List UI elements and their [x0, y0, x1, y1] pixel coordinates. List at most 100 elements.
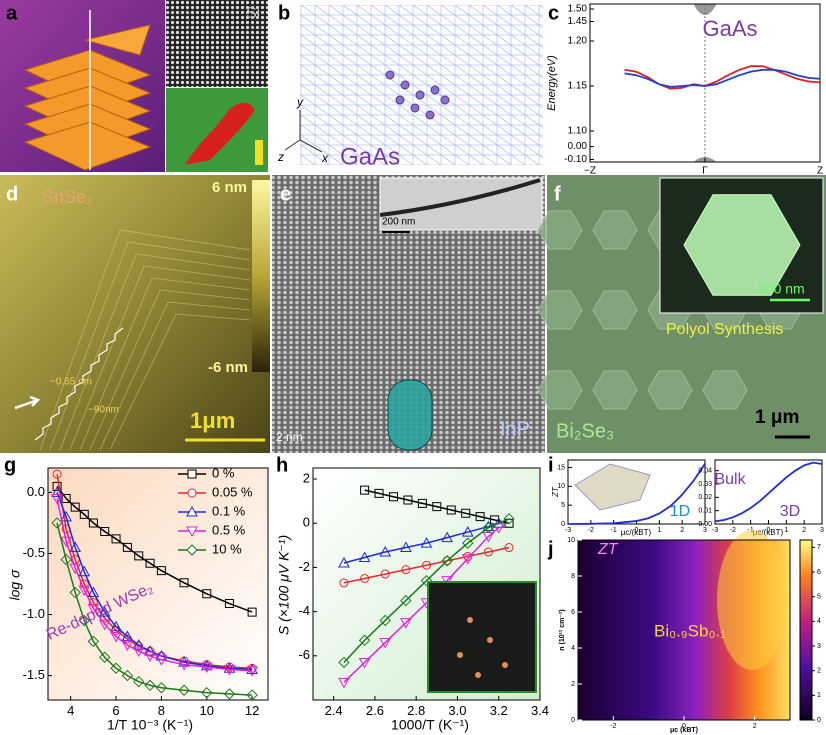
marker	[401, 565, 411, 575]
platelet	[647, 370, 693, 410]
marker	[60, 536, 72, 548]
x-axis-label: 1/T 10⁻³ (K⁻¹)	[107, 717, 193, 733]
marker	[202, 589, 212, 599]
heatmap-title: ZT	[597, 541, 619, 558]
y-tick-label: 0.01	[698, 508, 712, 515]
y-tick-label: 2	[571, 681, 575, 688]
panel-label: j	[547, 538, 554, 560]
label: Bi₂Se₃	[556, 420, 614, 442]
atom	[430, 85, 440, 95]
terrace	[79, 277, 251, 451]
platelet	[702, 370, 748, 410]
marker	[374, 488, 384, 498]
y-tick-label: 0.04	[698, 468, 712, 475]
label: 6 nm	[212, 179, 247, 196]
label: 200 nm	[382, 217, 415, 228]
twist-layer	[84, 24, 151, 56]
marker	[224, 599, 234, 609]
marker	[200, 659, 213, 671]
y-tick-label: 10	[567, 537, 575, 544]
h-inset	[427, 581, 537, 693]
marker	[503, 513, 515, 525]
marker	[187, 469, 197, 479]
marker	[422, 560, 431, 570]
marker	[122, 542, 132, 552]
plot-frame	[47, 467, 269, 701]
x-tick-label: -2	[610, 723, 616, 730]
marker	[338, 656, 350, 669]
colorbar-label: 5	[817, 594, 821, 601]
y-tick-label: 10	[557, 483, 565, 490]
y-tick-label: 5	[561, 502, 565, 509]
x-tick-label: 2	[680, 527, 684, 534]
marker	[78, 614, 90, 627]
marker	[134, 551, 144, 561]
x-tick-label: 2	[802, 527, 806, 534]
label: GaAs	[340, 143, 400, 170]
marker	[186, 505, 198, 517]
marker	[110, 620, 122, 632]
annotation: 1D	[670, 503, 690, 520]
x-axis-label: μc/(kBT)	[621, 528, 652, 537]
y-tick-label: 0.00	[568, 141, 588, 152]
panel-label: f	[554, 183, 561, 205]
colorbar-label: 0	[817, 717, 821, 724]
label: Si	[246, 5, 260, 22]
x-tick-label: 0	[767, 527, 771, 534]
terrace	[99, 301, 251, 451]
label: SnSe₂	[42, 187, 93, 207]
marker	[87, 635, 100, 648]
y-tick-label: 0.00	[698, 521, 712, 528]
hot-region	[717, 530, 787, 670]
panel-label: a	[6, 2, 18, 24]
marker	[51, 517, 63, 529]
y-tick-label: 1.10	[568, 126, 588, 137]
label: 200 nm	[758, 281, 805, 297]
x-tick-label: -1	[611, 527, 617, 534]
marker	[144, 679, 156, 692]
y-tick-label: -6	[298, 647, 310, 662]
marker	[144, 645, 156, 656]
x-tick-label: 0	[635, 527, 639, 534]
series-line	[567, 463, 706, 525]
legend-label: 0 %	[212, 465, 235, 480]
plot-frame	[714, 459, 823, 525]
annotation: Bulk	[714, 471, 746, 488]
series-line	[343, 527, 500, 683]
marker	[121, 669, 134, 682]
marker	[60, 553, 72, 566]
series-line	[56, 485, 253, 613]
x-tick-label: 3	[820, 527, 824, 534]
marker	[461, 508, 471, 518]
x-tick-label: 3.4	[531, 703, 549, 718]
x-tick-label: 2	[753, 723, 757, 730]
annotation: GaAs	[702, 16, 757, 41]
marker	[110, 662, 122, 674]
y-tick-label: 0.03	[698, 481, 712, 488]
marker	[400, 541, 412, 553]
y-tick-label: 6	[571, 609, 575, 616]
marker	[246, 666, 258, 677]
arrow	[14, 395, 41, 410]
x-tick-label: 3.2	[490, 703, 508, 718]
marker	[338, 677, 350, 689]
marker	[69, 586, 81, 599]
atom	[410, 103, 420, 113]
platelet	[537, 210, 583, 250]
x-tick-label: 2.6	[366, 703, 384, 718]
marker	[132, 639, 145, 650]
marker	[145, 558, 155, 568]
y-tick-label: 1.20	[568, 36, 588, 47]
y-axis-label: ZT	[551, 486, 560, 498]
marker	[98, 619, 111, 631]
platelet	[537, 370, 583, 410]
annotation: 3D	[780, 503, 800, 520]
marker	[446, 505, 456, 515]
terrace	[69, 265, 251, 451]
y-tick-label: 8	[571, 573, 575, 580]
marker	[110, 632, 122, 643]
x-tick-label: 1	[657, 527, 661, 534]
hexagon	[683, 194, 801, 296]
marker	[462, 537, 474, 549]
marker	[379, 614, 391, 627]
